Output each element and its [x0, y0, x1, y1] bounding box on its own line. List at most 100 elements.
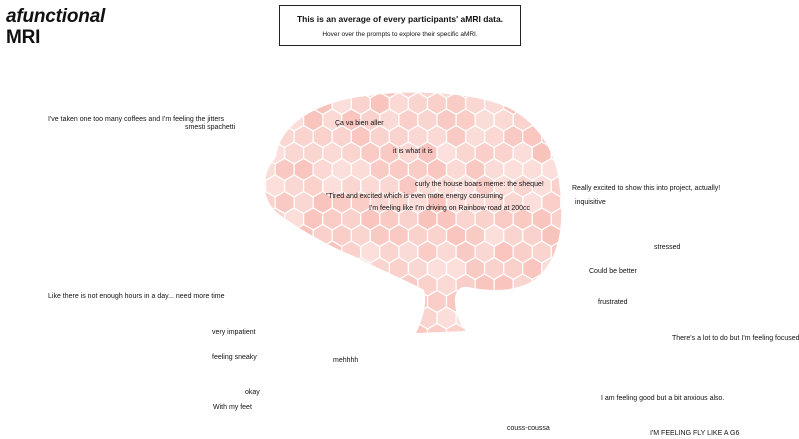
prompt-item[interactable]: There's a lot to do but I'm feeling focu… — [672, 335, 799, 342]
brain-hex-cell — [264, 124, 276, 149]
brain-hex-cell — [426, 322, 448, 333]
brain-hex-cell — [293, 256, 314, 281]
brain-hex-cell — [322, 306, 343, 330]
brain-hex-cell — [493, 273, 514, 297]
brain-hex-cell — [264, 306, 286, 330]
brain-hex-cell — [293, 322, 314, 333]
brain-hex-cell — [550, 240, 562, 264]
brain-hex-cell — [531, 92, 552, 99]
prompt-item[interactable]: very impatient — [212, 329, 256, 336]
brain-hex-cell — [369, 322, 390, 333]
brain-hex-cell — [274, 289, 295, 314]
brain-hex-cell — [541, 322, 562, 333]
brain-hex-cell — [560, 190, 562, 215]
prompt-item[interactable]: I've taken one too many coffees and I'm … — [48, 116, 225, 123]
prompt-item[interactable]: "Tired and excited which is even more en… — [326, 193, 503, 200]
brain-hex-cell — [379, 306, 400, 330]
brain-hex-cell — [264, 174, 267, 198]
brain-hex-cell — [570, 307, 576, 329]
prompt-item[interactable]: stressed — [654, 244, 681, 251]
brain-hex-cell — [360, 273, 381, 297]
brain-hex-cell — [322, 92, 343, 99]
brain-hex-cell — [560, 322, 562, 333]
brain-hex-cell — [302, 273, 324, 297]
brain-hex-cell — [322, 273, 343, 297]
brain-hex-cell — [331, 322, 352, 333]
brain-hex-cell — [522, 92, 543, 116]
brain-heatmap — [264, 92, 576, 333]
brain-hex-cell — [264, 108, 267, 132]
brain-hex-cell — [560, 157, 562, 182]
brain-hex-cell — [531, 273, 552, 297]
brain-hex-cell — [560, 256, 562, 281]
prompt-item[interactable]: I'M FEELING FLY LIKE A G6 — [650, 430, 740, 437]
prompt-item[interactable]: mehhhh — [333, 357, 359, 364]
brain-hex-cell — [264, 240, 267, 264]
brain-hex-cell — [531, 306, 552, 330]
brain-hex-cell — [331, 256, 352, 281]
brain-hex-cell — [264, 223, 276, 248]
prompt-item[interactable]: frustrated — [598, 299, 628, 306]
app-title: afunctional MRI — [6, 6, 105, 48]
prompt-item[interactable]: okay — [245, 389, 260, 396]
brain-hex-cell — [484, 289, 505, 314]
brain-hex-cell — [264, 256, 276, 281]
brain-hex-cell — [570, 274, 576, 296]
prompt-item[interactable]: it is what it is — [393, 148, 433, 155]
brain-hex-cell — [522, 289, 543, 314]
brain-hex-cell — [455, 273, 476, 297]
brain-hex-cell — [570, 208, 576, 230]
brain-hex-cell — [264, 190, 276, 215]
brain-hex-cell — [302, 92, 324, 99]
brain-hex-cell — [550, 306, 562, 330]
prompt-item[interactable]: Ça va bien aller — [335, 120, 384, 127]
brain-hex-cell — [369, 256, 390, 281]
prompt-item[interactable]: Really excited to show this into project… — [572, 185, 721, 192]
prompt-item[interactable]: Could be better — [589, 268, 637, 275]
brain-hex-cell — [369, 289, 390, 314]
brain-hex-cell — [503, 322, 524, 333]
prompt-item[interactable]: smesti spachetti — [185, 124, 236, 131]
brain-hex-cell — [570, 142, 576, 164]
brain-hex-cell — [560, 223, 562, 248]
brain-hex-cell — [445, 322, 467, 333]
brain-hex-cell — [493, 92, 514, 99]
brain-hex-cell — [264, 207, 267, 231]
prompt-item[interactable]: curly the house boars meme: the sheque! — [415, 181, 544, 188]
prompt-item[interactable]: Like there is not enough hours in a day.… — [48, 293, 225, 300]
brain-hex-cell — [312, 289, 333, 314]
brain-hex-cell — [465, 322, 486, 333]
brain-hex-cell — [379, 273, 400, 297]
brain-hex-cell — [512, 273, 533, 297]
brain-hex-cell — [264, 207, 286, 231]
brain-hex-cell — [484, 322, 505, 333]
brain-hex-cell — [560, 289, 562, 314]
prompt-item[interactable]: inquisitive — [575, 199, 606, 206]
brain-hex-cell — [350, 256, 371, 281]
prompt-item[interactable]: couss-coussa — [507, 425, 550, 432]
brain-hex-cell — [264, 289, 276, 314]
brain-hex-cell — [550, 273, 562, 297]
info-subtext: Hover over the prompts to explore their … — [322, 31, 478, 38]
brain-hex-cell — [274, 256, 295, 281]
brain-hex-cell — [274, 92, 295, 116]
app-title-line2: MRI — [6, 27, 41, 48]
info-heading: This is an average of every participants… — [296, 14, 504, 24]
brain-hex-cell — [341, 273, 362, 297]
brain-hex-cell — [474, 273, 495, 297]
app-title-line1: afunctional — [6, 6, 106, 27]
brain-hex-cell — [560, 124, 562, 149]
brain-hex-cell — [474, 92, 495, 99]
prompt-item[interactable]: I am feeling good but a bit anxious also… — [601, 395, 725, 402]
brain-hex-cell — [264, 273, 286, 297]
prompt-item[interactable]: With my feet — [213, 404, 252, 411]
brain-hex-cell — [550, 108, 562, 132]
brain-hex-cell — [264, 92, 267, 99]
brain-hex-cell — [274, 223, 295, 248]
brain-hex-cell — [398, 273, 419, 297]
brain-hex-cell — [570, 241, 576, 263]
prompt-item[interactable]: I'm feeling like I'm driving on Rainbow … — [369, 205, 531, 212]
brain-hex-cell — [264, 141, 267, 165]
prompt-item[interactable]: feeling sneaky — [212, 354, 257, 361]
brain-hex-cell — [264, 92, 276, 116]
